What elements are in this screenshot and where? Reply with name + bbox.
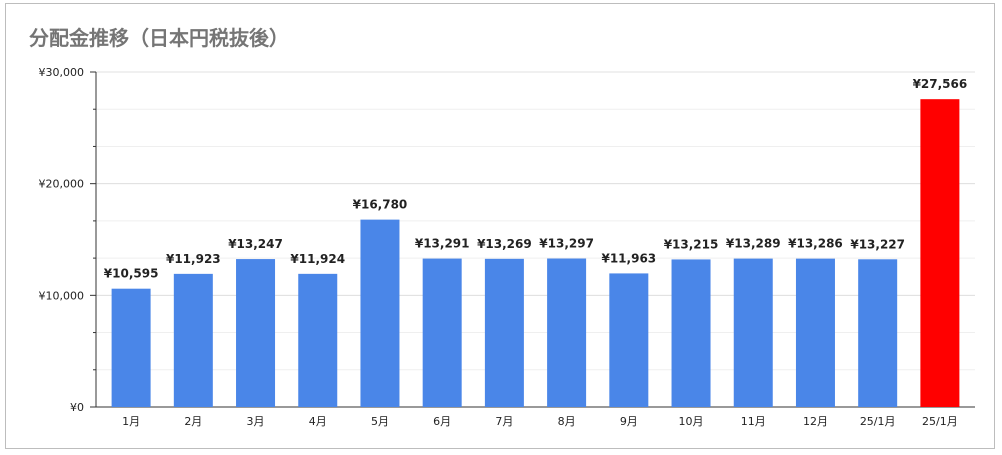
- bar: [547, 258, 587, 407]
- bar: [236, 259, 276, 407]
- data-label: ¥11,923: [166, 252, 221, 266]
- bar: [920, 99, 960, 408]
- bar: [360, 219, 400, 407]
- x-tick-label: 3月: [247, 415, 265, 428]
- x-tick-label: 2月: [184, 415, 202, 428]
- x-tick-label: 25/1月: [860, 415, 896, 428]
- data-label: ¥13,297: [539, 237, 594, 251]
- x-tick-label: 11月: [741, 415, 766, 428]
- x-tick-label: 1月: [122, 415, 140, 428]
- y-tick-label: ¥30,000: [39, 66, 85, 79]
- bar: [733, 258, 773, 407]
- bar: [484, 258, 524, 407]
- x-tick-label: 7月: [495, 415, 513, 428]
- x-tick-label: 12月: [803, 415, 828, 428]
- bar: [671, 259, 711, 407]
- data-label: ¥13,286: [788, 237, 843, 251]
- data-label: ¥11,924: [290, 252, 345, 266]
- x-tick-label: 10月: [679, 415, 704, 428]
- x-tick-label: 5月: [371, 415, 389, 428]
- data-label: ¥13,215: [664, 237, 719, 251]
- data-label: ¥10,595: [104, 267, 159, 281]
- y-tick-label: ¥20,000: [39, 178, 85, 191]
- bar: [795, 258, 835, 407]
- x-tick-label: 25/1月: [922, 415, 958, 428]
- x-tick-label: 6月: [433, 415, 451, 428]
- data-label: ¥13,227: [850, 237, 905, 251]
- data-label: ¥27,566: [913, 77, 968, 91]
- bar: [422, 258, 462, 407]
- data-label: ¥13,247: [228, 237, 283, 251]
- bar: [111, 288, 151, 407]
- chart-title: 分配金推移（日本円税抜後）: [29, 26, 289, 50]
- bar: [609, 273, 649, 407]
- data-label: ¥13,291: [415, 237, 470, 251]
- y-tick-label: ¥10,000: [39, 289, 85, 302]
- data-label: ¥13,289: [726, 237, 781, 251]
- bar: [858, 259, 898, 407]
- x-tick-label: 8月: [558, 415, 576, 428]
- x-tick-label: 4月: [309, 415, 327, 428]
- x-tick-label: 9月: [620, 415, 638, 428]
- bar: [298, 273, 338, 407]
- data-label: ¥16,780: [353, 198, 408, 212]
- y-tick-label: ¥0: [70, 401, 84, 414]
- data-label: ¥11,963: [601, 251, 656, 265]
- data-label: ¥13,269: [477, 237, 532, 251]
- bar: [173, 273, 213, 407]
